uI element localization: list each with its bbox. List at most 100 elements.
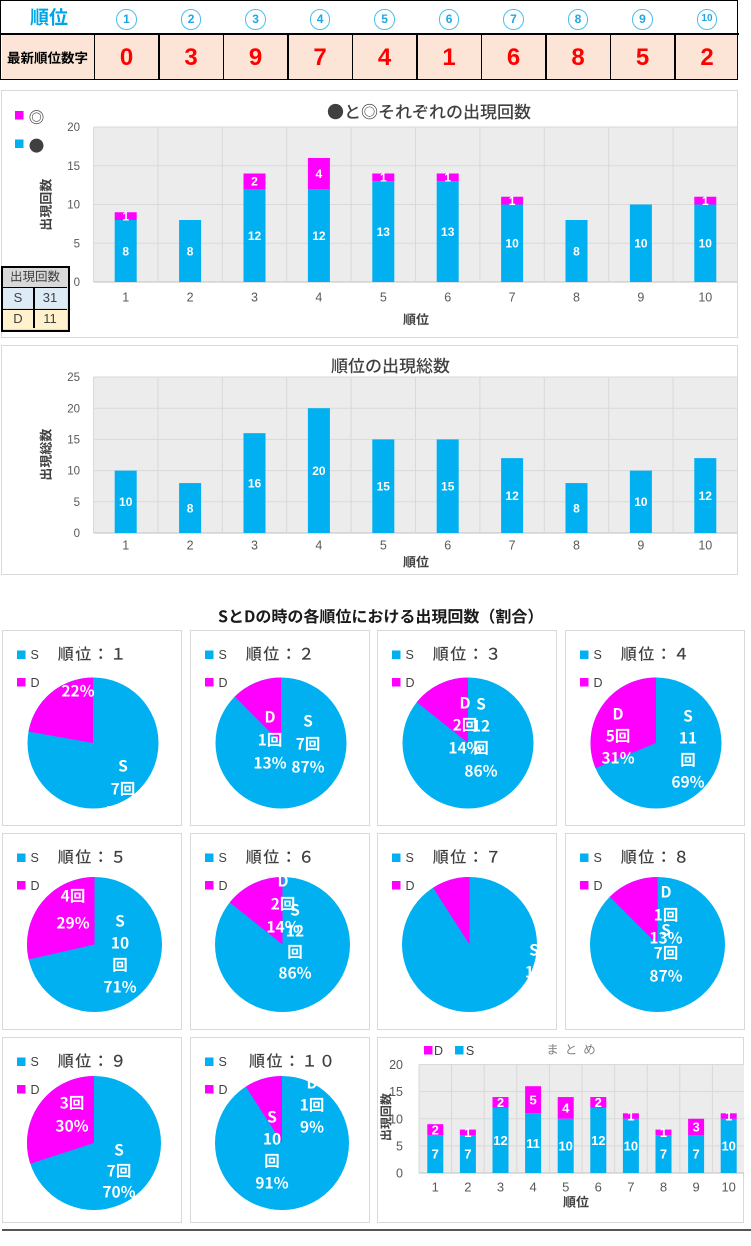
svg-text:2: 2 <box>432 1122 439 1137</box>
svg-text:10: 10 <box>67 466 80 478</box>
svg-text:12: 12 <box>591 1133 605 1148</box>
svg-text:8: 8 <box>573 501 580 515</box>
svg-text:1: 1 <box>122 209 129 223</box>
svg-text:S: S <box>218 648 226 662</box>
svg-text:13: 13 <box>441 225 455 239</box>
svg-text:8: 8 <box>660 1180 667 1195</box>
svg-text:1: 1 <box>627 1109 634 1124</box>
svg-text:1: 1 <box>725 1109 732 1124</box>
svg-text:5: 5 <box>74 497 80 509</box>
svg-text:20: 20 <box>312 464 326 478</box>
svg-text:10: 10 <box>558 1139 572 1154</box>
svg-text:4: 4 <box>316 167 323 181</box>
svg-text:10: 10 <box>67 200 80 212</box>
svg-text:8: 8 <box>122 244 129 258</box>
svg-text:7: 7 <box>627 1180 634 1195</box>
svg-text:7: 7 <box>464 1147 471 1162</box>
svg-text:D: D <box>434 1044 443 1058</box>
svg-text:15: 15 <box>67 435 80 447</box>
svg-text:S: S <box>218 1055 226 1069</box>
svg-text:10: 10 <box>721 1180 735 1195</box>
svg-text:20: 20 <box>67 403 80 415</box>
svg-text:10: 10 <box>721 1139 735 1154</box>
svg-text:4: 4 <box>315 291 322 305</box>
svg-text:8: 8 <box>573 244 580 258</box>
svg-text:D: D <box>406 676 415 690</box>
svg-text:10: 10 <box>698 291 712 305</box>
svg-text:12: 12 <box>699 489 713 503</box>
svg-text:25: 25 <box>67 372 80 384</box>
svg-text:5: 5 <box>380 539 387 553</box>
svg-text:2: 2 <box>251 175 258 189</box>
svg-text:10: 10 <box>699 237 713 251</box>
svg-text:0: 0 <box>74 277 80 289</box>
svg-text:8: 8 <box>187 244 194 258</box>
svg-text:9: 9 <box>637 539 644 553</box>
svg-text:12: 12 <box>312 229 326 243</box>
svg-text:16: 16 <box>248 476 262 490</box>
svg-text:D: D <box>593 879 602 893</box>
svg-text:10: 10 <box>698 539 712 553</box>
svg-text:5: 5 <box>529 1092 536 1107</box>
svg-text:S: S <box>466 1044 474 1058</box>
svg-text:2: 2 <box>464 1180 471 1195</box>
svg-text:S: S <box>31 648 39 662</box>
svg-text:15: 15 <box>377 480 391 494</box>
svg-text:3: 3 <box>692 1120 699 1135</box>
svg-text:3: 3 <box>497 1180 504 1195</box>
svg-text:8: 8 <box>573 291 580 305</box>
svg-text:1: 1 <box>122 539 129 553</box>
svg-text:D: D <box>31 1083 40 1097</box>
svg-text:9: 9 <box>637 291 644 305</box>
svg-text:4: 4 <box>562 1101 570 1116</box>
svg-text:1: 1 <box>432 1180 439 1195</box>
svg-text:6: 6 <box>595 1180 602 1195</box>
svg-text:7: 7 <box>660 1147 667 1162</box>
svg-text:20: 20 <box>67 122 80 134</box>
svg-text:8: 8 <box>573 539 580 553</box>
svg-text:7: 7 <box>432 1147 439 1162</box>
svg-text:S: S <box>31 1055 39 1069</box>
svg-text:3: 3 <box>251 291 258 305</box>
svg-text:2: 2 <box>595 1095 602 1110</box>
svg-text:D: D <box>593 676 602 690</box>
svg-text:7: 7 <box>509 291 516 305</box>
svg-text:0: 0 <box>74 528 80 540</box>
svg-text:10: 10 <box>634 237 648 251</box>
svg-text:9: 9 <box>692 1180 699 1195</box>
svg-text:D: D <box>406 879 415 893</box>
svg-text:5: 5 <box>396 1139 403 1153</box>
svg-text:2: 2 <box>497 1095 504 1110</box>
svg-text:S: S <box>218 851 226 865</box>
svg-text:10: 10 <box>119 495 133 509</box>
svg-text:8: 8 <box>187 501 194 515</box>
svg-text:15: 15 <box>441 480 455 494</box>
svg-text:1: 1 <box>122 291 129 305</box>
svg-text:6: 6 <box>444 291 451 305</box>
svg-text:5: 5 <box>380 291 387 305</box>
svg-text:4: 4 <box>529 1180 536 1195</box>
svg-text:S: S <box>406 851 414 865</box>
svg-text:S: S <box>593 648 601 662</box>
svg-text:5: 5 <box>562 1180 569 1195</box>
svg-text:3: 3 <box>251 539 258 553</box>
svg-text:1: 1 <box>444 171 451 185</box>
svg-text:S: S <box>593 851 601 865</box>
svg-text:12: 12 <box>505 489 519 503</box>
svg-text:1: 1 <box>380 171 387 185</box>
svg-text:D: D <box>31 676 40 690</box>
svg-text:20: 20 <box>389 1058 403 1072</box>
svg-text:7: 7 <box>692 1147 699 1162</box>
svg-text:15: 15 <box>67 161 80 173</box>
svg-text:15: 15 <box>389 1085 403 1099</box>
svg-text:S: S <box>406 648 414 662</box>
svg-text:4: 4 <box>315 539 322 553</box>
svg-text:D: D <box>31 879 40 893</box>
svg-text:11: 11 <box>526 1136 540 1151</box>
svg-text:1: 1 <box>660 1125 667 1140</box>
svg-text:10: 10 <box>389 1112 403 1126</box>
svg-text:2: 2 <box>187 539 194 553</box>
svg-text:D: D <box>218 676 227 690</box>
svg-text:S: S <box>31 851 39 865</box>
svg-text:7: 7 <box>509 539 516 553</box>
